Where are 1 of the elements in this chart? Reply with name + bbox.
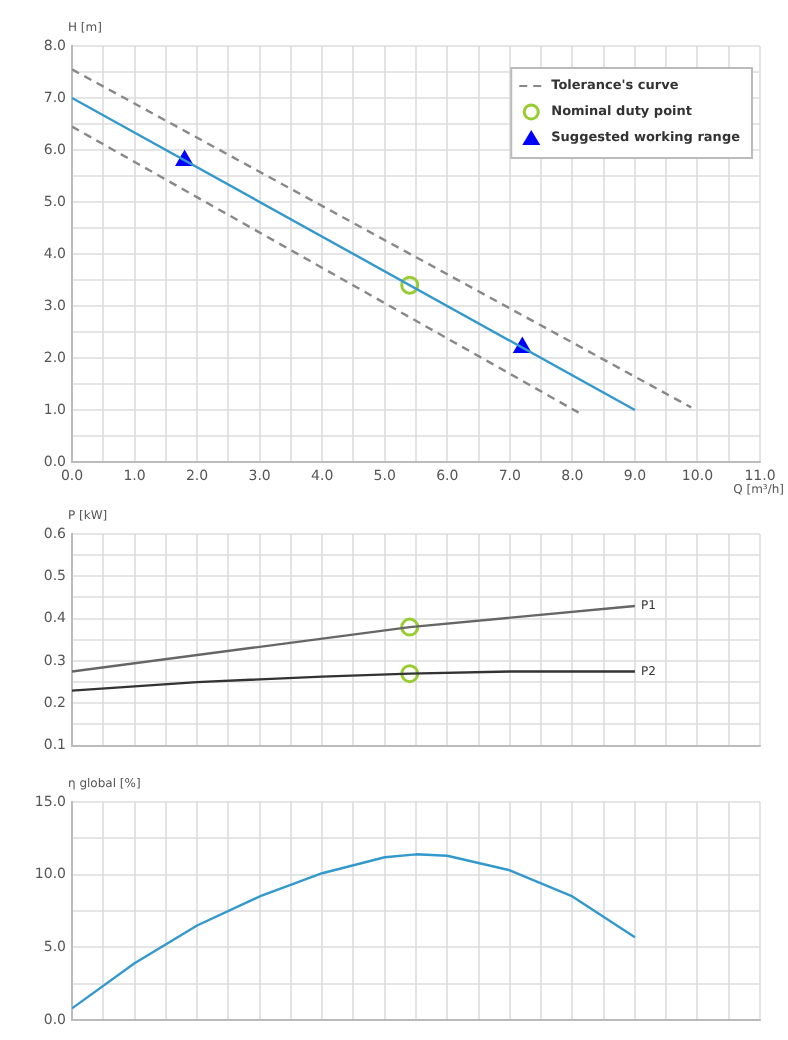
- point: [400, 275, 420, 295]
